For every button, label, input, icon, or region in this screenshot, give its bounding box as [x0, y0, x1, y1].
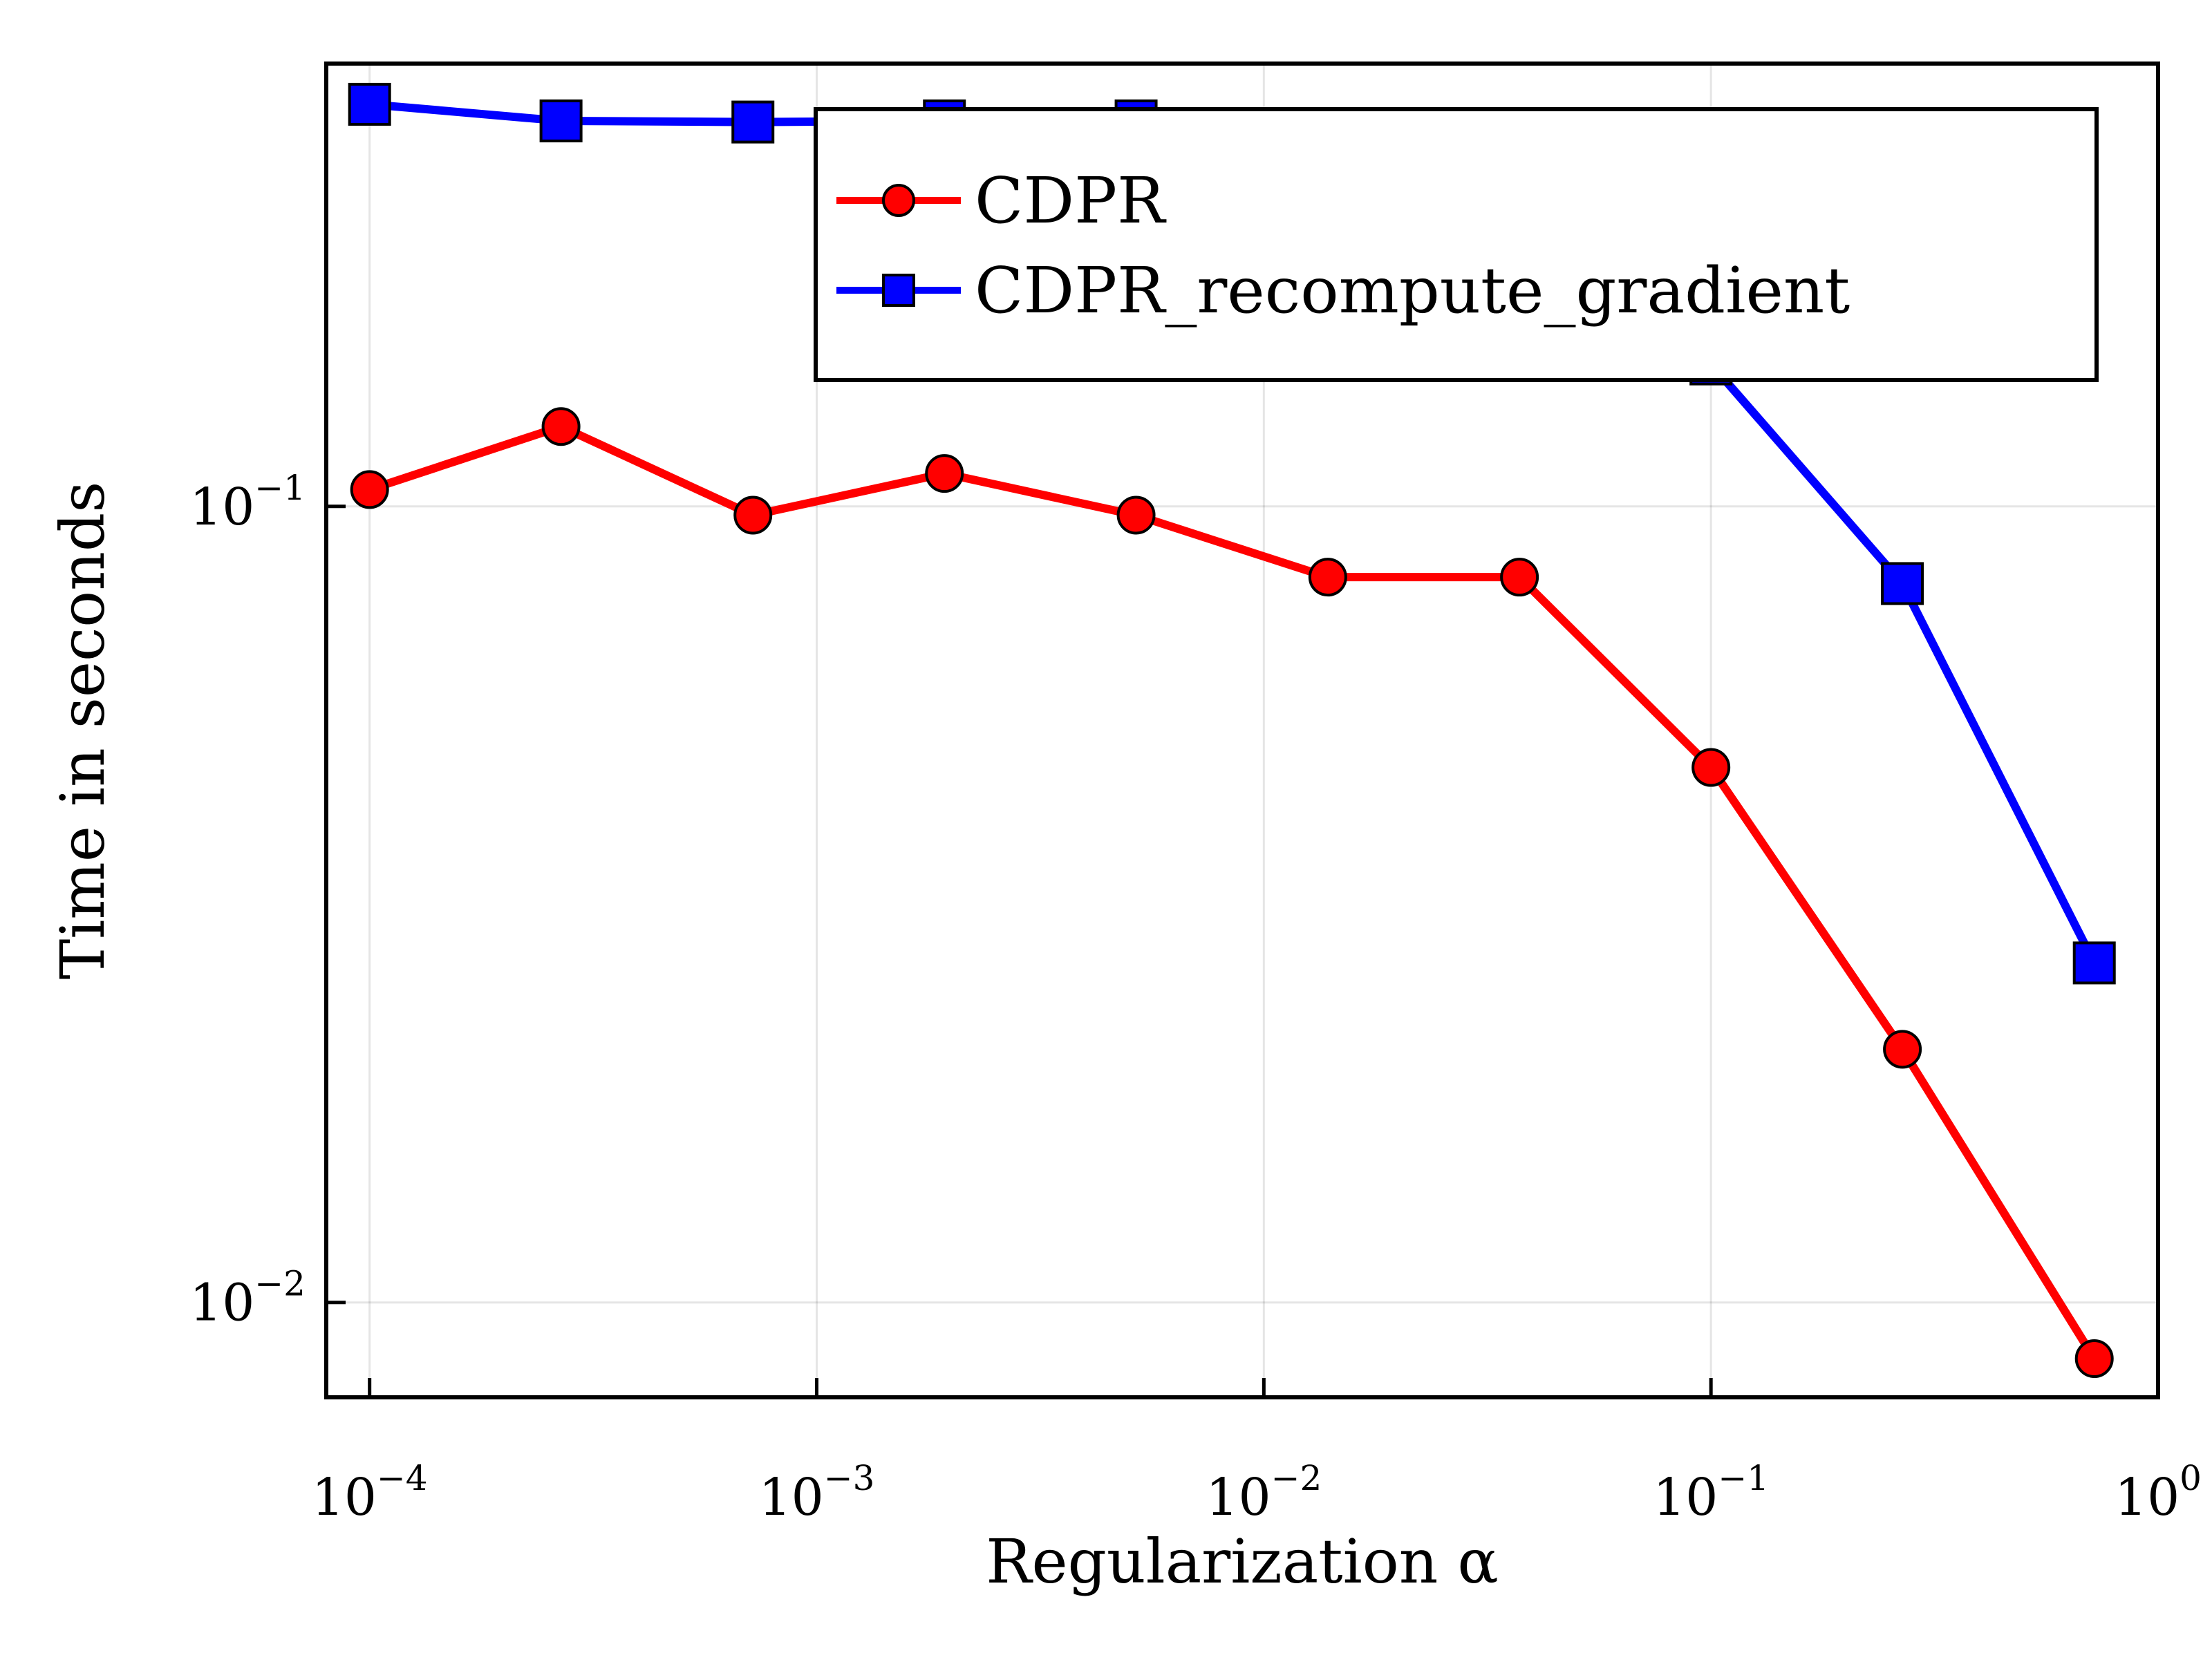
data-point-cdpr	[925, 454, 964, 493]
x-tick-label: 100	[2115, 1458, 2202, 1527]
data-point-cdpr-recompute-gradient	[539, 99, 583, 142]
axis-ticks: 10−4 10−3 10−2 10−1 100 10−2 10−1	[189, 468, 2202, 1527]
x-tick-label: 10−3	[759, 1458, 875, 1527]
x-tick-label: 10−4	[312, 1458, 428, 1527]
data-point-cdpr-recompute-gradient	[731, 100, 775, 144]
legend-marker-square	[882, 274, 915, 307]
legend-label: CDPR	[975, 164, 1167, 238]
legend-box	[814, 107, 2099, 382]
y-tick-label: 10−2	[189, 1264, 306, 1333]
data-point-cdpr	[2074, 1339, 2114, 1379]
legend-marker-circle	[882, 184, 915, 217]
y-tick-label: 10−1	[189, 468, 306, 537]
data-point-cdpr	[1116, 495, 1156, 535]
data-point-cdpr	[1500, 558, 1539, 597]
x-tick-label: 10−2	[1206, 1458, 1322, 1527]
y-axis-title: Time in seconds	[47, 482, 118, 980]
data-point-cdpr	[733, 495, 773, 535]
x-tick-label: 10−1	[1653, 1458, 1769, 1527]
series-line-cdpr	[368, 422, 2098, 1361]
x-axis-title: Regularization α	[986, 1526, 1499, 1597]
data-point-cdpr-recompute-gradient	[2072, 941, 2116, 985]
data-point-cdpr	[1691, 748, 1731, 787]
legend-label: CDPR_recompute_gradient	[975, 254, 1850, 328]
data-point-cdpr	[1883, 1030, 1922, 1069]
plot-frame	[324, 62, 2160, 1399]
data-point-cdpr-recompute-gradient	[1881, 562, 1924, 605]
data-point-cdpr	[350, 470, 389, 509]
data-point-cdpr	[541, 407, 581, 446]
legend: CDPR CDPR_recompute_gradient	[814, 107, 2099, 382]
data-point-cdpr-recompute-gradient	[348, 82, 391, 126]
data-point-cdpr	[1308, 558, 1347, 597]
